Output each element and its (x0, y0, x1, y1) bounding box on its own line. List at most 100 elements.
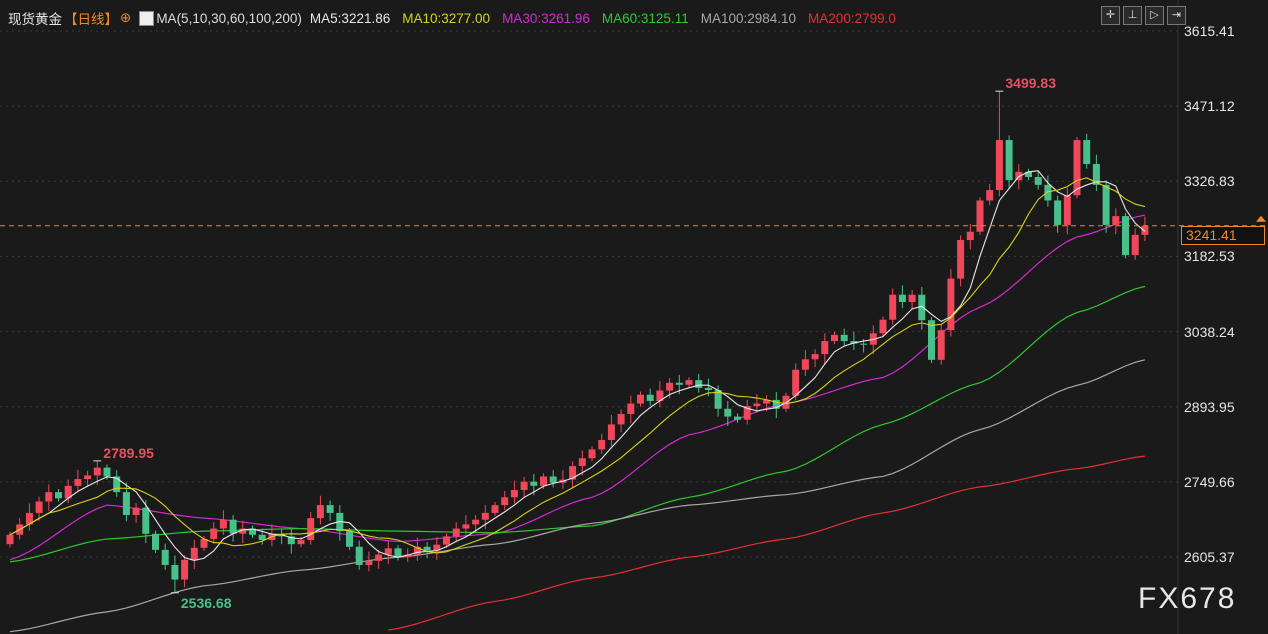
candle-body (210, 528, 218, 539)
candle-body (413, 546, 421, 555)
y-tick-label: 3038.24 (1184, 323, 1235, 340)
candle-body (45, 492, 53, 502)
current-price-label: 3241.41 (1181, 225, 1265, 245)
candle-body (307, 518, 315, 541)
candle-body (995, 140, 1003, 191)
candle-body (695, 380, 703, 388)
candle-body (142, 507, 150, 534)
candle-body (569, 466, 577, 480)
candle-body (1073, 140, 1081, 196)
candle-body (190, 547, 198, 560)
ma-value-0: MA5:3221.86 (309, 10, 391, 26)
candle-body (510, 490, 518, 498)
candle-body (365, 560, 373, 566)
candle-body (734, 416, 741, 420)
candle-body (375, 554, 383, 561)
chart-toolbar: ✛ ⊥ ▷ ⇥ (1101, 6, 1186, 25)
candle-body (530, 481, 538, 486)
ma-value-5: MA200:2799.0 (808, 10, 896, 26)
current-price-marker-icon (1256, 215, 1266, 222)
candle-body (1122, 216, 1129, 256)
candle-body (850, 341, 858, 344)
candle-body (355, 546, 363, 566)
y-tick-label: 2893.95 (1184, 398, 1235, 415)
candle-body (249, 528, 256, 535)
y-tick-label: 3471.12 (1184, 98, 1235, 115)
candle-body (646, 394, 654, 401)
candle-body (724, 408, 732, 417)
candle-body (258, 534, 266, 541)
candle-body (239, 528, 247, 534)
candle-body (947, 278, 955, 331)
ma-line-ma60 (9, 285, 1146, 563)
candle-body (1044, 184, 1052, 201)
candle-body (578, 458, 586, 467)
candle-body (704, 387, 712, 391)
candle-body (501, 497, 509, 506)
candle-body (753, 403, 761, 407)
play-icon[interactable]: ▷ (1145, 6, 1164, 25)
candle-body (404, 554, 412, 558)
indicator-chart-icon[interactable] (139, 10, 155, 26)
y-tick-label: 3182.53 (1184, 248, 1235, 265)
candle-body (93, 467, 101, 476)
candle-body (879, 319, 887, 334)
candle-body (520, 481, 528, 491)
candle-body (394, 548, 402, 558)
candle-body (481, 512, 489, 520)
candle-body (1054, 200, 1062, 225)
period-selector[interactable]: 【日线】 (64, 12, 118, 27)
candle-body (928, 320, 935, 360)
ma-line-ma200 (388, 455, 1145, 631)
candle-body (540, 476, 547, 486)
price-annotation: 2536.68 (180, 594, 232, 611)
candle-body (976, 200, 984, 232)
crosshair-icon[interactable]: ✛ (1101, 6, 1120, 25)
watermark-logo: FX678 (1138, 582, 1237, 615)
price-annotation: 2789.95 (103, 444, 154, 461)
candle-body (84, 475, 92, 480)
indicator-name[interactable]: MA(5,10,30,60,100,200) (156, 10, 302, 26)
candle-body (113, 476, 121, 493)
candle-body (743, 406, 751, 420)
candle-body (171, 565, 179, 580)
candle-body (549, 476, 557, 483)
ma-line-ma5 (9, 170, 1146, 561)
y-tick-label: 2749.66 (1184, 473, 1235, 490)
candle-body (675, 382, 683, 385)
candle-body (811, 354, 819, 360)
y-tick-label: 2605.37 (1184, 549, 1235, 565)
candle-body (792, 369, 800, 396)
ma-value-3: MA60:3125.11 (601, 10, 689, 26)
candle-body (860, 343, 868, 345)
add-indicator-icon[interactable]: ⊕ (120, 10, 132, 25)
candle-body (1112, 216, 1120, 225)
candle-body (831, 334, 838, 342)
candle-body (384, 548, 392, 555)
candle-body (918, 294, 926, 321)
candle-body (336, 512, 344, 532)
chart-header: 现货黄金 【日线】 ⊕ MA(5,10,30,60,100,200) MA5:3… (8, 8, 896, 28)
candle-body (152, 533, 159, 550)
ma-value-1: MA10:3277.00 (402, 10, 491, 26)
y-tick-label: 3615.41 (1184, 23, 1235, 39)
candle-body (491, 505, 499, 513)
candle-body (840, 334, 848, 342)
jump-end-icon[interactable]: ⇥ (1167, 6, 1186, 25)
candle-body (103, 467, 111, 477)
candle-body (1141, 225, 1149, 235)
candle-body (889, 294, 897, 320)
candle-body (161, 549, 169, 566)
candle-body (763, 399, 771, 404)
candle-body (617, 413, 625, 425)
candle-body (6, 534, 14, 545)
candle-body (297, 540, 305, 545)
ma-value-4: MA100:2984.10 (700, 10, 797, 26)
candle-body (637, 394, 644, 404)
candle-body (1005, 140, 1013, 181)
fit-range-icon[interactable]: ⊥ (1123, 6, 1142, 25)
candle-body (714, 390, 722, 409)
candle-body (200, 538, 208, 548)
candle-body (472, 519, 480, 525)
